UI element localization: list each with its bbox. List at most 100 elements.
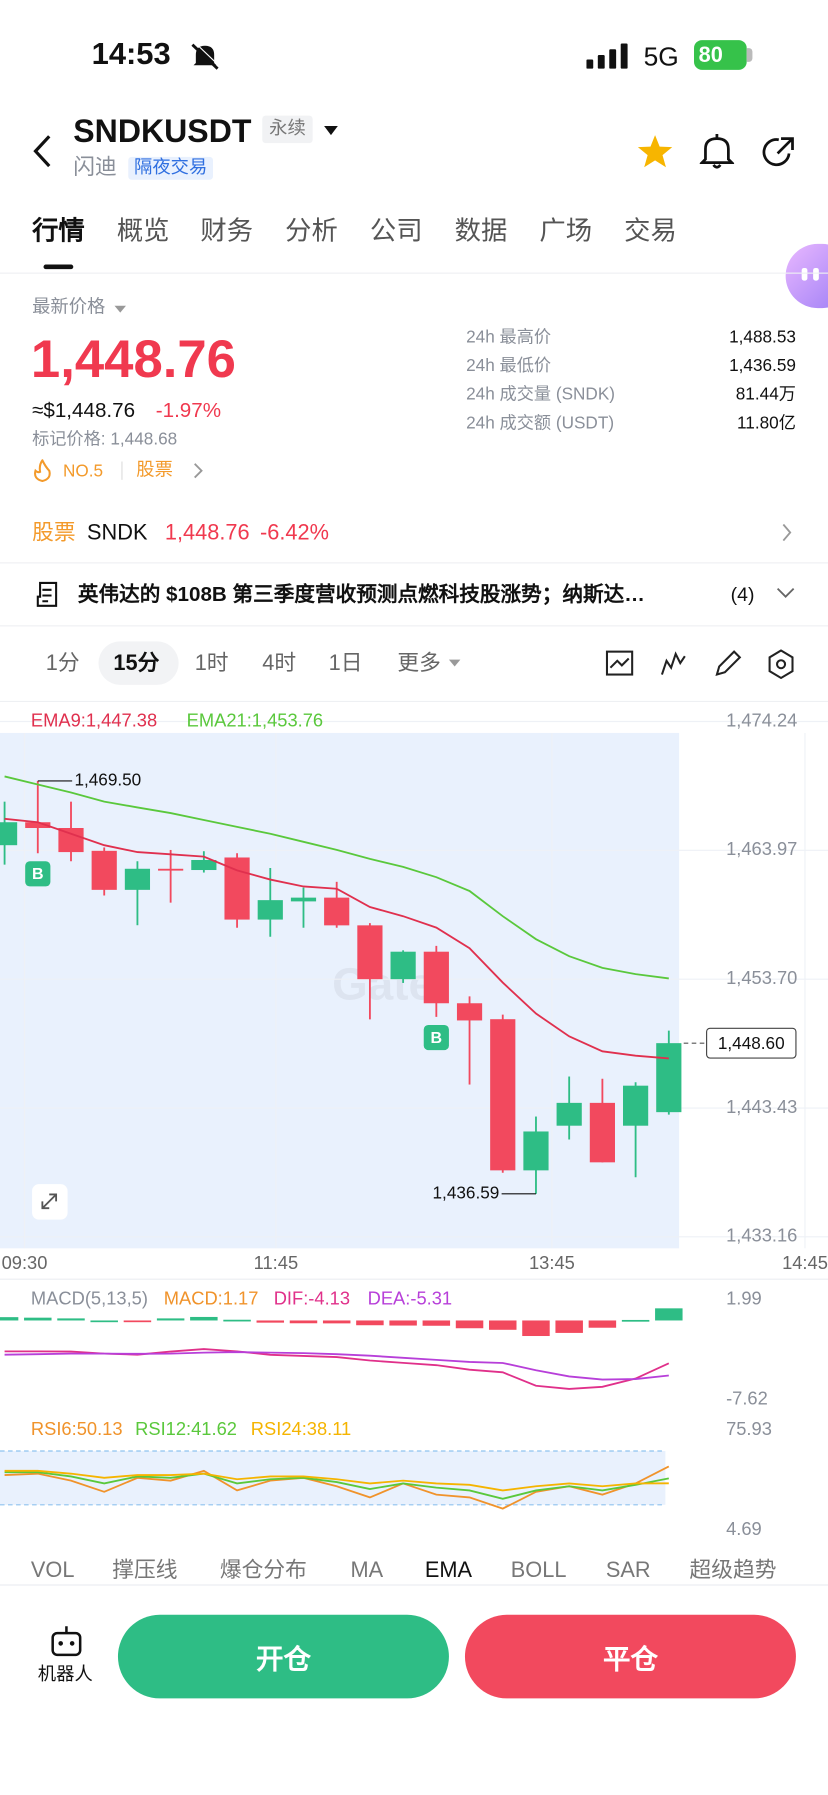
stat-value: 1,436.59	[729, 356, 796, 376]
macd-bar	[57, 1318, 85, 1321]
legend-entry: DIF:-4.13	[274, 1288, 350, 1309]
macd-bar	[322, 1320, 351, 1324]
watermark: Gate	[332, 958, 434, 1009]
indicator-tab[interactable]: MA	[350, 1558, 384, 1583]
y-tick-label: 1,463.97	[726, 838, 797, 859]
macd-bar	[489, 1320, 517, 1330]
price-dropdown[interactable]	[114, 305, 126, 313]
candle-body	[158, 868, 184, 871]
stock-price: 1,448.76	[164, 521, 250, 546]
indicator-tab[interactable]: SAR	[605, 1558, 651, 1583]
rsi-line	[4, 1471, 669, 1500]
tab[interactable]: 行情	[32, 215, 85, 246]
more-dropdown	[448, 659, 461, 667]
indicator-tab[interactable]: EMA	[424, 1558, 473, 1583]
trade-marker	[25, 861, 51, 887]
candle-body	[390, 951, 416, 980]
candle-body	[290, 897, 317, 902]
macd-bar	[655, 1308, 683, 1321]
tab[interactable]: 分析	[285, 215, 338, 246]
tab[interactable]: 公司	[369, 215, 423, 246]
last-price-box	[706, 1027, 797, 1059]
status-time: 14:53	[91, 36, 171, 72]
legend-entry: EMA21:1,453.76	[187, 709, 323, 730]
y-tick-label: 4.69	[726, 1518, 762, 1539]
indicator-tab[interactable]: 超级趋势	[689, 1558, 777, 1583]
extreme-label: 1,436.59	[433, 1182, 500, 1202]
candle-body	[456, 1003, 483, 1021]
asset-name: 闪迪	[73, 155, 117, 180]
tool-icon[interactable]	[660, 651, 686, 675]
tool-icon[interactable]	[768, 649, 794, 680]
candle-body	[357, 925, 383, 980]
interval[interactable]: 4时	[262, 651, 297, 676]
candle-body	[589, 1102, 615, 1163]
tool-icon[interactable]	[605, 650, 634, 676]
favorite-icon[interactable]	[637, 134, 674, 168]
news-icon	[36, 581, 58, 607]
last-price: 1,448.76	[30, 328, 236, 389]
interval[interactable]: 更多	[397, 651, 441, 676]
macd-bar	[356, 1320, 384, 1326]
sector[interactable]: 股票	[136, 460, 173, 480]
price-label: 最新价格	[32, 297, 106, 318]
indicator-tab[interactable]: VOL	[30, 1558, 75, 1583]
tab[interactable]: 财务	[200, 215, 254, 246]
x-tick-label: 13:45	[529, 1252, 575, 1273]
macd-bar	[0, 1317, 19, 1321]
interval[interactable]: 1分	[45, 651, 80, 676]
expand-icon[interactable]	[776, 588, 795, 599]
close-button[interactable]: 平仓	[464, 1614, 796, 1699]
symbol-dropdown[interactable]	[324, 125, 338, 136]
interval[interactable]: 15分	[113, 651, 160, 676]
interval[interactable]: 1时	[194, 651, 229, 676]
trade-marker-label: B	[32, 865, 44, 883]
y-tick-label: -7.62	[726, 1387, 768, 1408]
stat-label: 24h 最低价	[466, 356, 552, 376]
tab[interactable]: 交易	[624, 215, 677, 246]
usd-price: ≈$1,448.76	[32, 398, 136, 422]
open-button[interactable]: 开仓	[117, 1614, 449, 1699]
macd-bar	[389, 1320, 417, 1326]
candle-body	[523, 1131, 549, 1171]
macd-bar	[190, 1316, 218, 1321]
candle-body	[124, 868, 151, 890]
signal-icon	[586, 43, 628, 69]
y-tick-label: 75.93	[726, 1418, 772, 1439]
interval[interactable]: 1日	[328, 651, 363, 676]
stock-change: -6.42%	[259, 521, 329, 546]
back-button[interactable]	[30, 133, 55, 170]
robot-icon[interactable]	[49, 1625, 83, 1659]
indicator-tab[interactable]: BOLL	[510, 1558, 567, 1583]
candle-body	[91, 850, 117, 890]
candle-body	[623, 1085, 649, 1126]
indicator-tab[interactable]: 撑压线	[112, 1558, 178, 1583]
pane-title: MACD(5,13,5)	[31, 1288, 148, 1309]
chart-tools	[605, 649, 794, 680]
tab[interactable]: 数据	[454, 215, 508, 246]
last-price-label: 1,448.60	[718, 1033, 785, 1053]
candle-body	[490, 1019, 516, 1171]
network-label: 5G	[643, 41, 679, 72]
candle-body	[324, 897, 350, 926]
assistant-eye	[801, 267, 808, 281]
indicator-tab[interactable]: 爆仓分布	[219, 1558, 307, 1583]
share-icon[interactable]	[762, 135, 796, 169]
battery-tip	[746, 48, 753, 62]
extreme-label: 1,469.50	[74, 769, 141, 789]
tab[interactable]: 概览	[116, 215, 170, 246]
macd-line	[4, 1351, 669, 1381]
y-tick-label: 1,433.16	[726, 1225, 797, 1246]
divider	[0, 562, 828, 564]
y-tick-label: 1.99	[726, 1288, 762, 1309]
price-change: -1.97%	[155, 398, 222, 422]
macd-bar	[555, 1320, 583, 1333]
alert-icon[interactable]	[699, 133, 735, 170]
tool-icon[interactable]	[715, 650, 742, 677]
legend-entry: RSI24:38.11	[251, 1418, 351, 1439]
news-headline[interactable]: 英伟达的 $108B 第三季度营收预测点燃科技股涨势；纳斯达…	[77, 582, 645, 606]
candle-body	[0, 822, 18, 846]
macd-bar	[522, 1320, 550, 1337]
tab[interactable]: 广场	[539, 215, 593, 246]
